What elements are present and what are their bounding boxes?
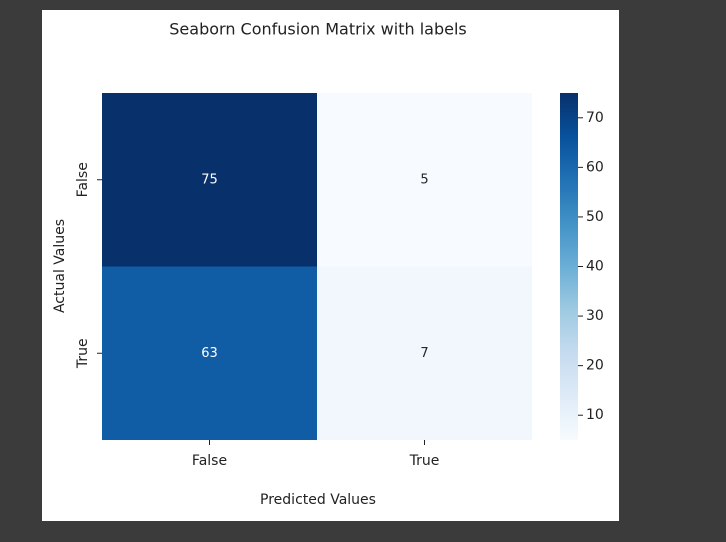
chart-title: Seaborn Confusion Matrix with labels [169,20,466,39]
colorbar-tick-label: 50 [586,209,604,225]
heatmap-cell [102,266,317,440]
colorbar-tick-label: 40 [586,259,604,275]
x-axis-label: Predicted Values [260,492,376,508]
cell-annotation: 63 [201,346,218,361]
colorbar-tick-label: 30 [586,308,604,324]
y-axis-label: Actual Values [52,219,68,313]
heatmap-cell [102,93,317,267]
heatmap-cell [317,266,532,440]
cell-annotation: 7 [420,346,428,361]
heatmap-cell [317,93,532,267]
x-tick-label: False [192,453,227,469]
cell-annotation: 75 [201,172,218,187]
colorbar-tick-label: 20 [586,358,604,374]
y-tick-label: True [75,338,91,369]
cell-annotation: 5 [420,172,428,187]
x-tick-label: True [409,453,440,469]
colorbar-tick-label: 60 [586,159,604,175]
y-tick-label: False [75,162,91,197]
colorbar-tick-label: 10 [586,407,604,423]
colorbar [560,93,578,440]
colorbar-tick-label: 70 [586,110,604,126]
